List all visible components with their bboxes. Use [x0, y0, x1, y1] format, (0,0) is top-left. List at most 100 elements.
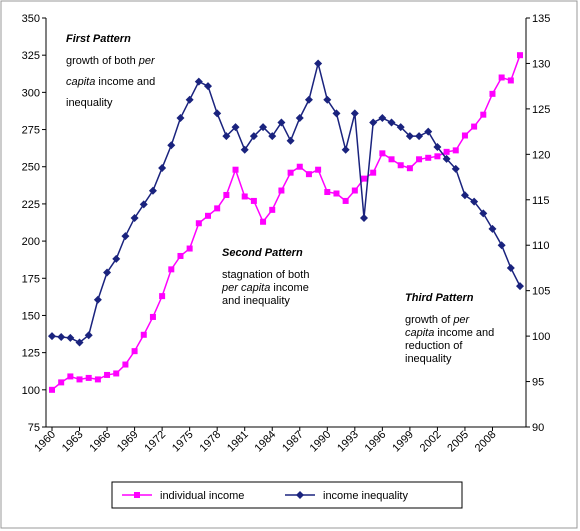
- annotation-text: inequality: [405, 353, 452, 365]
- marker: [121, 232, 130, 241]
- marker: [195, 220, 202, 227]
- marker: [66, 333, 75, 342]
- marker: [387, 118, 396, 127]
- marker: [149, 313, 156, 320]
- marker: [396, 123, 405, 132]
- marker: [461, 132, 468, 139]
- annotation-title: First Pattern: [66, 33, 131, 45]
- annotation-text: capita: [66, 76, 95, 88]
- y2-tick-label: 120: [532, 149, 550, 161]
- marker: [112, 254, 121, 263]
- marker: [104, 371, 111, 378]
- marker: [379, 150, 386, 157]
- marker: [479, 209, 488, 218]
- marker: [323, 95, 332, 104]
- marker: [213, 109, 222, 118]
- marker: [304, 95, 313, 104]
- annotation-text: inequality: [66, 97, 113, 109]
- y-tick-label: 300: [22, 87, 40, 99]
- annotation-text: income and: [95, 76, 155, 88]
- marker: [94, 376, 101, 383]
- marker: [67, 373, 74, 380]
- marker: [232, 166, 239, 173]
- y2-tick-label: 105: [532, 286, 550, 298]
- marker: [241, 193, 248, 200]
- marker: [333, 190, 340, 197]
- annotation-text: growth of: [405, 314, 453, 326]
- y-tick-label: 350: [22, 13, 40, 25]
- marker: [451, 164, 460, 173]
- marker: [268, 132, 277, 141]
- annotation-line: capita income and: [66, 76, 155, 88]
- y-tick-label: 125: [22, 348, 40, 360]
- marker: [194, 77, 203, 86]
- marker: [295, 113, 304, 122]
- marker: [139, 200, 148, 209]
- marker: [269, 206, 276, 213]
- marker: [506, 263, 515, 272]
- marker: [167, 141, 176, 150]
- marker: [397, 162, 404, 169]
- marker: [214, 205, 221, 212]
- marker: [168, 266, 175, 273]
- marker: [497, 241, 506, 250]
- annotation-line: and inequality: [222, 295, 290, 307]
- marker: [370, 169, 377, 176]
- marker: [223, 191, 230, 198]
- annotation-text: income: [270, 282, 309, 294]
- marker: [460, 191, 469, 200]
- y2-tick-label: 130: [532, 58, 550, 70]
- y2-tick-label: 95: [532, 377, 544, 389]
- marker: [278, 187, 285, 194]
- marker: [177, 252, 184, 259]
- marker: [471, 123, 478, 130]
- marker: [470, 197, 479, 206]
- y-tick-label: 175: [22, 273, 40, 285]
- marker: [250, 197, 257, 204]
- annotation-text: growth of both: [66, 55, 139, 67]
- marker: [93, 295, 102, 304]
- marker: [498, 74, 505, 81]
- annotation-text: capita: [405, 327, 434, 339]
- marker: [489, 90, 496, 97]
- marker: [131, 348, 138, 355]
- marker: [277, 118, 286, 127]
- marker: [342, 197, 349, 204]
- marker: [378, 113, 387, 122]
- annotation-line: growth of both per: [66, 55, 156, 67]
- marker: [434, 153, 441, 160]
- marker: [424, 127, 433, 136]
- y2-tick-label: 90: [532, 422, 544, 434]
- y-tick-label: 275: [22, 125, 40, 137]
- marker: [103, 268, 112, 277]
- marker: [443, 148, 450, 155]
- marker: [314, 59, 323, 68]
- marker: [159, 293, 166, 300]
- y2-tick-label: 125: [532, 104, 550, 116]
- marker: [286, 136, 295, 145]
- y2-tick-label: 115: [532, 195, 550, 207]
- marker: [186, 245, 193, 252]
- marker: [240, 145, 249, 154]
- marker: [296, 163, 303, 170]
- marker: [351, 187, 358, 194]
- marker: [416, 156, 423, 163]
- annotation-text: reduction of: [405, 340, 463, 352]
- marker: [287, 169, 294, 176]
- marker: [425, 154, 432, 161]
- legend-label: income inequality: [323, 490, 408, 502]
- marker: [48, 332, 56, 341]
- marker: [360, 213, 368, 222]
- annotation-line: growth of per: [405, 314, 471, 326]
- annotation-title: Third Pattern: [405, 292, 474, 304]
- marker: [231, 123, 240, 132]
- y-tick-label: 250: [22, 162, 40, 174]
- marker: [442, 154, 451, 163]
- marker: [406, 165, 413, 172]
- marker: [361, 175, 367, 182]
- marker: [315, 166, 322, 173]
- annotation-title: Second Pattern: [222, 247, 303, 259]
- marker: [324, 189, 331, 196]
